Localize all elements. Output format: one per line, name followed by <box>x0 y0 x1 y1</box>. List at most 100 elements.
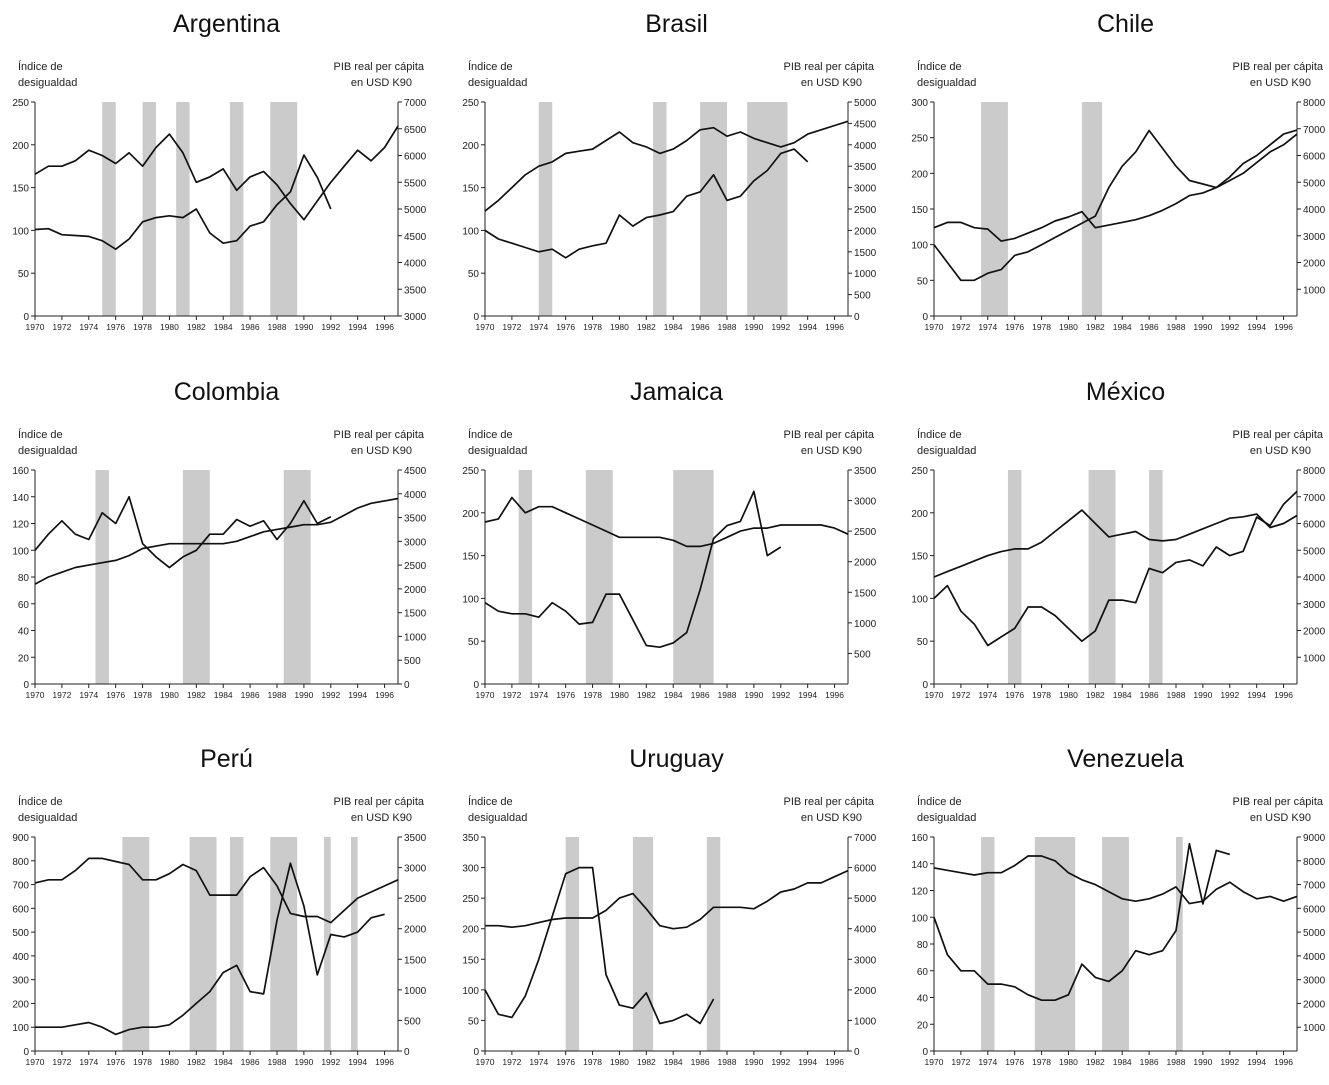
x-tick-label: 1978 <box>1032 1057 1051 1067</box>
x-tick-label: 1984 <box>1113 690 1132 700</box>
chart-panel-peru: Perú Índice de desigualdad PIB real per cáp… <box>0 735 430 1085</box>
x-tick-label: 1978 <box>133 1057 152 1067</box>
x-tick-label: 1988 <box>1167 322 1186 332</box>
left-tick-label: 300 <box>911 98 928 109</box>
left-tick-label: 200 <box>462 925 479 936</box>
left-tick-label: 0 <box>473 1047 479 1058</box>
recession-band-0 <box>102 102 116 316</box>
x-tick-label: 1982 <box>187 1057 206 1067</box>
recession-band-1 <box>585 470 613 684</box>
chart-title: Chile <box>1097 10 1154 38</box>
chart-svg-uruguay: Uruguay Índice de desigualdad PIB real per … <box>462 745 877 1067</box>
right-tick-label: 3500 <box>854 162 877 173</box>
chart-title: Uruguay <box>629 745 724 773</box>
left-tick-label: 150 <box>911 552 928 563</box>
right-tick-label: 3000 <box>1303 976 1326 987</box>
right-tick-label: 4000 <box>854 925 877 936</box>
chart-svg-colombia: Colombia Índice de desigualdad PIB real per… <box>12 378 427 700</box>
x-tick-label: 1990 <box>1193 1057 1212 1067</box>
left-tick-label: 150 <box>462 955 479 966</box>
chart-panel-colombia: Colombia Índice de desigualdad PIB real per… <box>0 368 430 718</box>
inequality-index-line <box>34 154 332 251</box>
recession-band-0 <box>565 837 580 1051</box>
left-tick-label: 100 <box>12 1023 29 1034</box>
chart-panel-brasil: Brasil Índice de desigualdad PIB real per c… <box>450 0 880 350</box>
x-tick-label: 1980 <box>610 322 629 332</box>
left-axis-label-line-1: Índice de <box>468 60 513 73</box>
right-tick-label: 8000 <box>1303 466 1326 477</box>
x-tick-label: 1988 <box>1167 690 1186 700</box>
right-axis-label-line-2: en USD K90 <box>801 445 862 457</box>
x-tick-label: 1984 <box>214 690 233 700</box>
right-tick-label: 6000 <box>1303 904 1326 915</box>
left-tick-label: 200 <box>12 999 29 1010</box>
left-tick-label: 150 <box>911 205 928 216</box>
left-tick-label: 160 <box>911 833 928 844</box>
right-tick-label: 4000 <box>1303 205 1326 216</box>
recession-band-0 <box>518 470 533 684</box>
x-tick-label: 1978 <box>1032 690 1051 700</box>
right-tick-label: 1500 <box>854 248 877 259</box>
chart-title: Colombia <box>174 378 280 406</box>
recession-band-0 <box>981 102 1008 316</box>
right-axis-label-line-1: PIB real per cápita <box>334 796 425 808</box>
recession-band-2 <box>673 470 714 684</box>
right-tick-label: 3000 <box>404 537 427 548</box>
chart-title: Jamaica <box>630 378 723 406</box>
x-tick-label: 1976 <box>1005 690 1024 700</box>
right-axis-label-line-1: PIB real per cápita <box>784 796 875 808</box>
right-tick-label: 9000 <box>1303 833 1326 844</box>
x-tick-label: 1974 <box>79 322 98 332</box>
x-tick-label: 1992 <box>1220 322 1239 332</box>
x-tick-label: 1970 <box>476 1057 495 1067</box>
x-tick-label: 1992 <box>771 1057 790 1067</box>
right-axis-label-line-1: PIB real per cápita <box>334 429 425 441</box>
chart-title: México <box>1086 378 1165 406</box>
right-tick-label: 4500 <box>404 232 427 243</box>
left-axis-label-line-2: desigualdad <box>917 812 976 824</box>
left-axis-label-line-1: Índice de <box>917 428 962 441</box>
x-tick-label: 1982 <box>1086 1057 1105 1067</box>
chart-svg-venezuela: Venezuela Índice de desigualdad PIB real pe… <box>911 745 1326 1067</box>
x-tick-label: 1988 <box>268 1057 287 1067</box>
left-axis-label-line-2: desigualdad <box>917 77 976 89</box>
right-tick-label: 4500 <box>404 466 427 477</box>
x-tick-label: 1986 <box>1140 690 1159 700</box>
chart-panel-uruguay: Uruguay Índice de desigualdad PIB real per … <box>450 735 880 1085</box>
x-tick-label: 1984 <box>664 1057 683 1067</box>
chart-title: Brasil <box>645 10 708 38</box>
recession-band-3 <box>229 102 244 316</box>
x-tick-label: 1994 <box>798 690 817 700</box>
right-axis-label-line-2: en USD K90 <box>351 445 412 457</box>
left-axis-label-line-1: Índice de <box>468 795 513 808</box>
right-tick-label: 7000 <box>1303 493 1326 504</box>
right-tick-label: 1000 <box>1303 285 1326 296</box>
right-tick-label: 5000 <box>1303 178 1326 189</box>
x-tick-label: 1976 <box>1005 322 1024 332</box>
right-tick-label: 5000 <box>404 205 427 216</box>
x-tick-label: 1970 <box>26 322 45 332</box>
x-tick-label: 1972 <box>52 690 71 700</box>
inequality-index-line <box>484 490 782 649</box>
x-tick-label: 1986 <box>241 1057 260 1067</box>
x-tick-label: 1986 <box>241 322 260 332</box>
left-tick-label: 50 <box>917 276 929 287</box>
x-tick-label: 1984 <box>664 690 683 700</box>
right-tick-label: 6500 <box>404 125 427 136</box>
gdp-per-capita-line <box>484 496 849 548</box>
right-tick-label: 1000 <box>1303 653 1326 664</box>
left-tick-label: 250 <box>12 98 29 109</box>
right-tick-label: 2000 <box>404 925 427 936</box>
x-tick-label: 1976 <box>106 690 125 700</box>
left-tick-label: 250 <box>462 98 479 109</box>
x-tick-label: 1972 <box>951 1057 970 1067</box>
right-tick-label: 5000 <box>854 98 877 109</box>
x-tick-label: 1990 <box>744 1057 763 1067</box>
left-tick-label: 60 <box>917 967 929 978</box>
recession-band-0 <box>538 102 553 316</box>
x-tick-label: 1988 <box>1167 1057 1186 1067</box>
right-tick-label: 1000 <box>854 1016 877 1027</box>
x-tick-label: 1982 <box>187 690 206 700</box>
x-tick-label: 1980 <box>1059 1057 1078 1067</box>
left-tick-label: 50 <box>468 269 480 280</box>
